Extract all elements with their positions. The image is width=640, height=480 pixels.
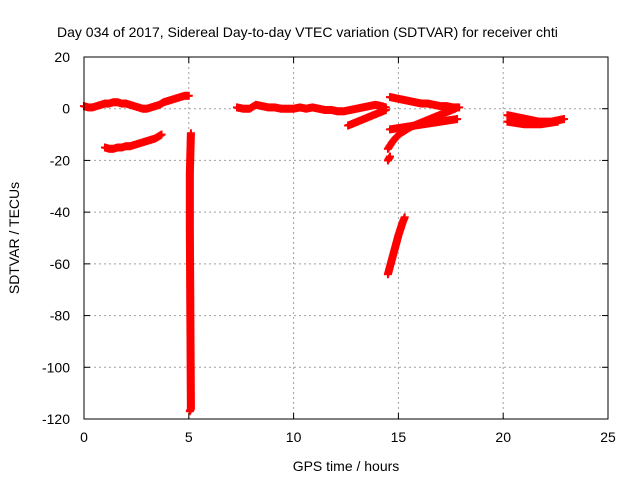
x-tick-label: 20 — [495, 429, 511, 445]
x-axis-label: GPS time / hours — [293, 458, 400, 474]
data-point — [559, 115, 568, 124]
data-point — [553, 117, 562, 126]
x-tick-label: 25 — [600, 429, 616, 445]
plot-frame — [83, 56, 609, 420]
x-tick-label: 5 — [185, 429, 193, 445]
y-tick-label: -40 — [50, 204, 70, 220]
data-point — [455, 103, 464, 112]
y-tick-label: -60 — [50, 256, 70, 272]
y-tick-label: 20 — [54, 49, 70, 65]
chart-title: Day 034 of 2017, Sidereal Day-to-day VTE… — [57, 24, 558, 40]
x-tick-label: 10 — [286, 429, 302, 445]
data-points — [80, 91, 568, 416]
x-tick-label: 0 — [80, 429, 88, 445]
axis-ticks: 0 5 10 15 20 25 20 0 -20 -40 -60 -80 -100 -120 — [42, 49, 616, 445]
data-point — [185, 407, 194, 416]
y-axis-label: SDTVAR / TECUs — [6, 182, 22, 294]
data-point — [453, 115, 462, 124]
y-tick-label: 0 — [62, 101, 70, 117]
y-tick-label: -120 — [42, 411, 70, 427]
data-point — [400, 213, 409, 222]
y-tick-label: -80 — [50, 308, 70, 324]
y-tick-label: -100 — [42, 359, 70, 375]
y-tick-label: -20 — [50, 152, 70, 168]
data-point — [157, 130, 166, 139]
data-point — [184, 91, 193, 100]
x-tick-label: 15 — [391, 429, 407, 445]
data-point — [381, 106, 390, 115]
data-point — [386, 152, 395, 161]
